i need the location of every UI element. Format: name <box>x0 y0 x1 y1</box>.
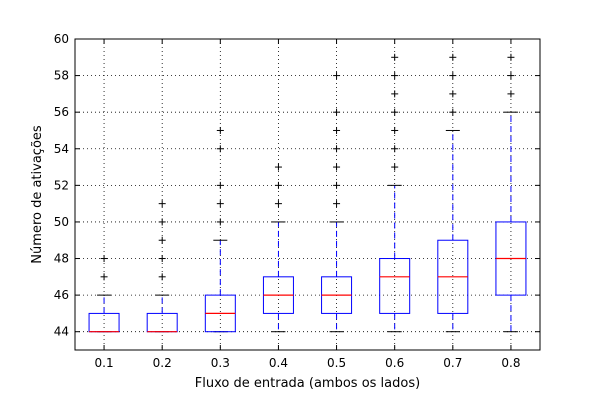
outlier-point <box>216 218 224 226</box>
box-0.4 <box>262 163 294 333</box>
outlier-point <box>391 163 399 171</box>
box-0.3 <box>204 126 236 333</box>
outlier-point <box>391 90 399 98</box>
y-tick-label: 60 <box>54 32 69 46</box>
outlier-point <box>158 255 166 263</box>
tick-layer: 44 46 48 50 52 54 56 58 60 0.1 0.2 0.3 0.4 0.5 0.6 0.7 0… <box>54 32 540 370</box>
outlier-point <box>391 72 399 80</box>
outlier-point <box>158 218 166 226</box>
x-tick-label: 0.1 <box>95 356 114 370</box>
outlier-point <box>158 200 166 208</box>
iqr-box <box>379 258 411 314</box>
box-0.8 <box>495 53 527 333</box>
x-tick-label: 0.6 <box>385 356 404 370</box>
box-0.7 <box>437 53 469 333</box>
outlier-point <box>333 126 341 134</box>
y-tick-label: 48 <box>54 252 69 266</box>
outlier-point <box>333 72 341 80</box>
outlier-point <box>449 108 457 116</box>
outlier-point <box>449 53 457 61</box>
plot-frame <box>74 38 541 351</box>
outlier-point <box>216 200 224 208</box>
outlier-point <box>391 126 399 134</box>
y-axis-label: Número de ativações <box>30 125 45 264</box>
outlier-point <box>391 108 399 116</box>
outlier-point <box>216 126 224 134</box>
outlier-point <box>333 108 341 116</box>
outlier-point <box>449 72 457 80</box>
y-tick-label: 44 <box>54 325 69 339</box>
x-tick-label: 0.7 <box>443 356 462 370</box>
x-tick-label: 0.2 <box>153 356 172 370</box>
outlier-point <box>274 163 282 171</box>
x-tick-label: 0.3 <box>211 356 230 370</box>
y-tick-label: 52 <box>54 178 69 192</box>
outlier-point <box>158 273 166 281</box>
outlier-point <box>333 181 341 189</box>
outlier-point <box>333 200 341 208</box>
outlier-point <box>449 90 457 98</box>
box-0.5 <box>321 72 353 333</box>
outlier-point <box>216 145 224 153</box>
x-tick-label: 0.5 <box>327 356 346 370</box>
box-0.2 <box>146 200 178 333</box>
outlier-point <box>100 273 108 281</box>
box-0.1 <box>88 255 120 333</box>
outlier-point <box>333 163 341 171</box>
outlier-point <box>391 145 399 153</box>
outlier-point <box>100 255 108 263</box>
y-tick-label: 54 <box>54 142 69 156</box>
x-tick-label: 0.8 <box>501 356 520 370</box>
outlier-point <box>274 181 282 189</box>
y-tick-label: 58 <box>54 69 69 83</box>
outlier-point <box>391 53 399 61</box>
outlier-point <box>507 53 515 61</box>
x-tick-label: 0.4 <box>269 356 288 370</box>
y-tick-label: 46 <box>54 288 69 302</box>
outlier-point <box>158 236 166 244</box>
y-tick-label: 56 <box>54 105 69 119</box>
box-layer <box>88 53 527 333</box>
outlier-point <box>507 72 515 80</box>
box-0.6 <box>379 53 411 333</box>
outlier-point <box>507 90 515 98</box>
outlier-point <box>216 181 224 189</box>
outlier-point <box>333 145 341 153</box>
x-axis-label: Fluxo de entrada (ambos os lados) <box>195 376 420 391</box>
outlier-point <box>274 200 282 208</box>
y-tick-label: 50 <box>54 215 69 229</box>
